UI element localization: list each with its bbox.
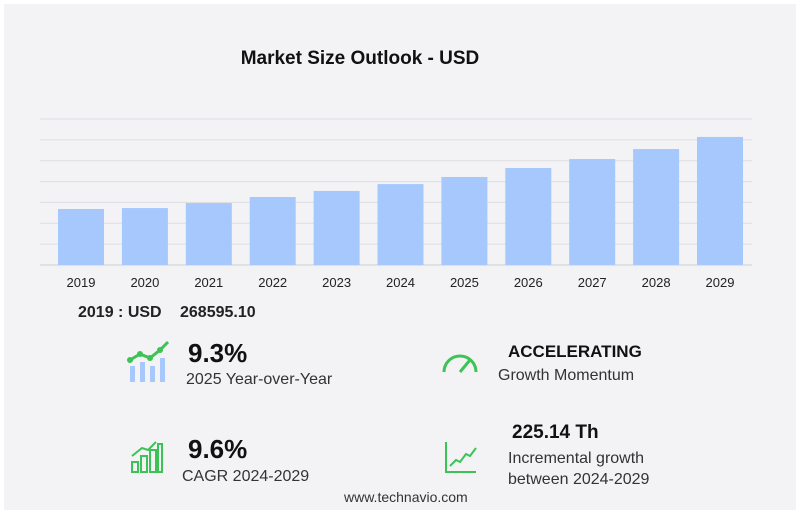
- x-tick-label: 2019: [67, 275, 96, 290]
- base-year-value: 268595.10: [180, 304, 256, 321]
- incremental-period: between 2024-2029: [508, 471, 650, 488]
- bar-2020: [121, 208, 168, 265]
- speedometer-icon: [442, 354, 478, 373]
- bar-2029: [697, 136, 743, 265]
- bar-2025: [441, 176, 488, 265]
- yoy-label: 2025 Year-over-Year: [186, 371, 333, 388]
- cagr-label: CAGR 2024-2029: [182, 468, 310, 485]
- bar-2026: [505, 168, 552, 265]
- momentum-label: Growth Momentum: [498, 367, 635, 384]
- bar-growth-icon: [131, 441, 163, 473]
- x-tick-label: 2023: [322, 275, 351, 290]
- chart-title: Market Size Outlook - USD: [240, 48, 480, 69]
- base-year-label: 2019 : USD: [78, 304, 162, 321]
- footer-url: www.technavio.com: [344, 489, 468, 505]
- bar-2028: [633, 149, 680, 265]
- cagr-value: 9.6%: [188, 434, 248, 464]
- momentum-value: ACCELERATING: [508, 342, 642, 361]
- x-tick-label: 2020: [130, 275, 159, 290]
- bar-2027: [569, 159, 616, 265]
- bar-chart: 2019 2020 2021 2022 2023 2024 2025 2026 2027 2028…: [40, 118, 752, 290]
- x-tick-label: 2021: [194, 275, 223, 290]
- x-tick-label: 2024: [386, 275, 415, 290]
- bar-2021: [185, 203, 232, 265]
- bar-2024: [377, 184, 424, 265]
- x-tick-label: 2028: [642, 275, 671, 290]
- incremental-value: 225.14 Th: [512, 422, 599, 443]
- incremental-label: Incremental growth: [508, 450, 645, 467]
- trend-line-icon: [445, 442, 477, 473]
- x-tick-label: 2025: [450, 275, 479, 290]
- bar-2022: [249, 197, 296, 265]
- x-tick-label: 2027: [578, 275, 607, 290]
- yoy-value: 9.3%: [188, 338, 248, 368]
- bar-2019: [58, 208, 104, 265]
- panel: Market Size Outlook - USD 2019 2020 2021 20…: [4, 4, 796, 510]
- x-tick-label: 2022: [258, 275, 287, 290]
- x-tick-label: 2029: [706, 275, 735, 290]
- x-tick-label: 2026: [514, 275, 543, 290]
- bar-2023: [313, 190, 360, 265]
- growth-chart-icon: [127, 340, 170, 382]
